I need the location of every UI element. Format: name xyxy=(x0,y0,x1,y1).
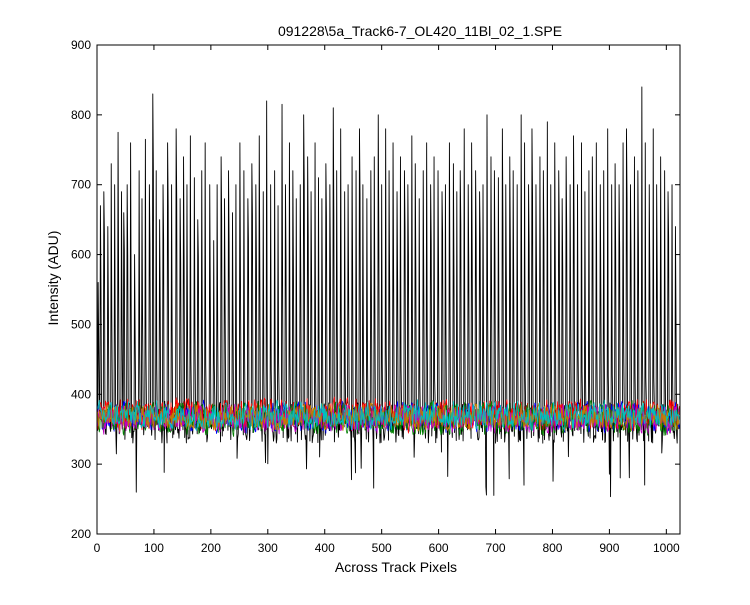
y-tick-label: 700 xyxy=(71,178,91,192)
y-tick-label: 800 xyxy=(71,108,91,122)
y-tick-label: 900 xyxy=(71,38,91,52)
plot-frame xyxy=(96,44,681,535)
x-tick-label: 0 xyxy=(94,541,101,555)
x-tick-label: 300 xyxy=(258,541,278,555)
x-tick-label: 500 xyxy=(372,541,392,555)
x-tick-label: 900 xyxy=(599,541,619,555)
series-layer xyxy=(96,86,680,498)
y-axis: 200 300 400 500 600 700 800 900 xyxy=(71,38,680,541)
y-tick-label: 500 xyxy=(71,317,91,331)
x-tick-label: 600 xyxy=(429,541,449,555)
series-line xyxy=(96,399,680,431)
x-tick-label: 800 xyxy=(542,541,562,555)
y-tick-label: 300 xyxy=(71,457,91,471)
x-tick-label: 100 xyxy=(144,541,164,555)
x-tick-label: 700 xyxy=(486,541,506,555)
x-tick-label: 400 xyxy=(315,541,335,555)
y-tick-label: 600 xyxy=(71,248,91,262)
x-tick-label: 200 xyxy=(201,541,221,555)
y-tick-label: 200 xyxy=(71,527,91,541)
chart-title: 091228\5a_Track6-7_OL420_11Bl_02_1.SPE xyxy=(278,23,562,39)
series-line xyxy=(96,402,680,432)
y-axis-label: Intensity (ADU) xyxy=(45,231,61,326)
x-axis: 0 100 200 300 400 500 600 700 800 900 1000 xyxy=(94,45,680,555)
x-tick-label: 1000 xyxy=(653,541,680,555)
x-axis-label: Across Track Pixels xyxy=(335,559,457,575)
y-tick-label: 400 xyxy=(71,387,91,401)
